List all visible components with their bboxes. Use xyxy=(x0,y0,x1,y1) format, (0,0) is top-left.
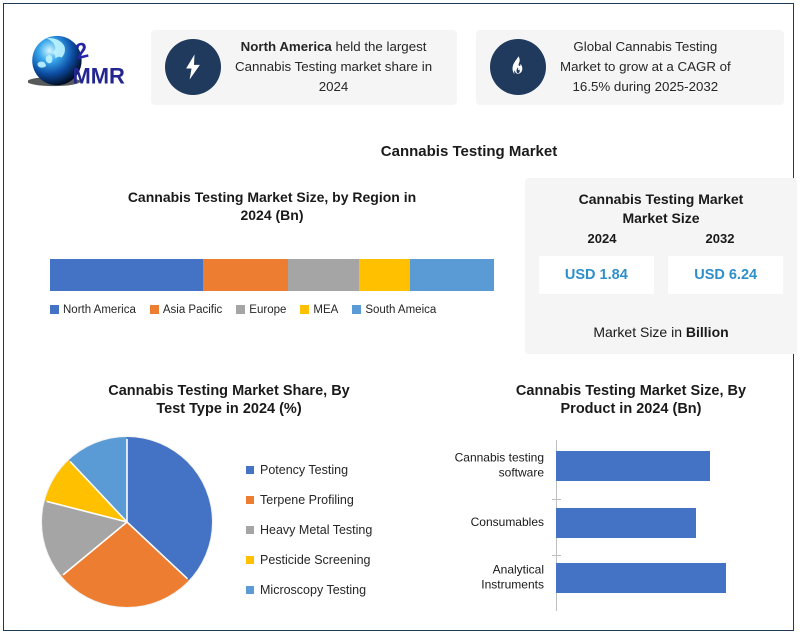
svg-text:MMR: MMR xyxy=(72,63,125,88)
